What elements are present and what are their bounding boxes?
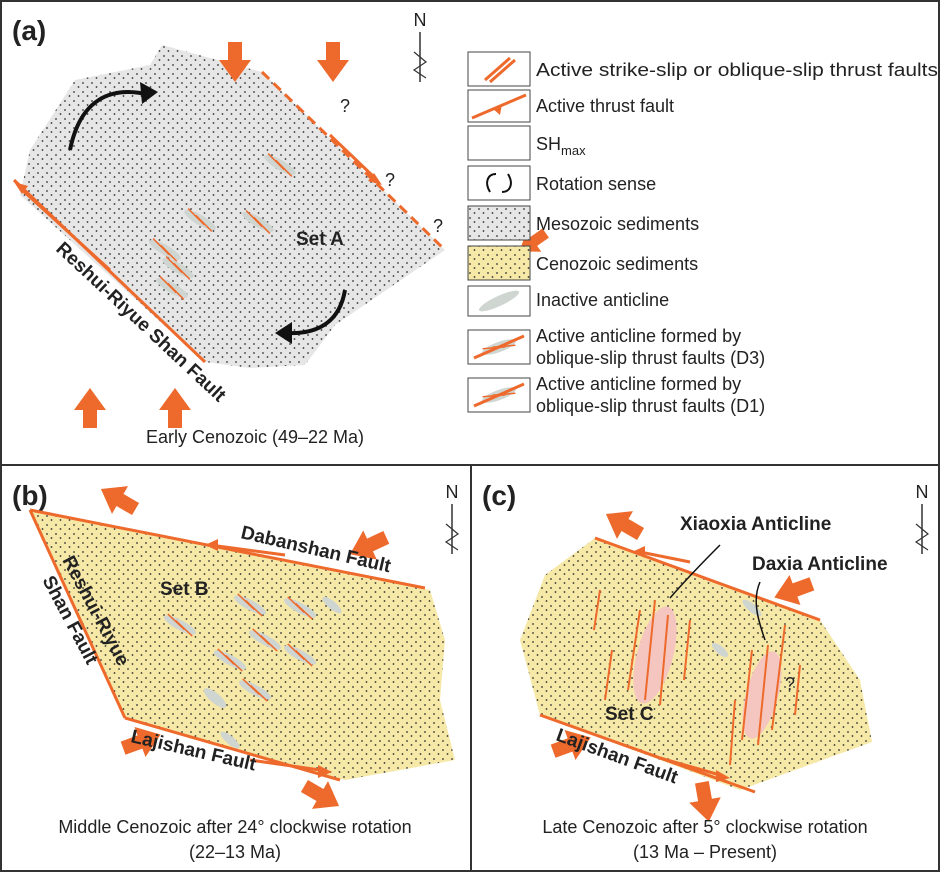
set-label: Set A bbox=[296, 229, 344, 250]
north-label: N bbox=[414, 10, 427, 30]
anticline-label: Daxia Anticline bbox=[752, 554, 888, 575]
legend-text: oblique-slip thrust faults (D1) bbox=[536, 396, 765, 416]
legend-text: SH bbox=[536, 134, 561, 154]
north-label: N bbox=[446, 482, 459, 502]
anticline-label: Xiaoxia Anticline bbox=[680, 514, 831, 535]
legend-text: Active thrust fault bbox=[536, 96, 674, 116]
unknown: ? bbox=[340, 96, 350, 116]
caption: Late Cenozoic after 5° clockwise rotatio… bbox=[542, 817, 867, 837]
north-label: N bbox=[916, 482, 929, 502]
unknown: ? bbox=[433, 216, 443, 236]
legend-text: Active anticline formed by bbox=[536, 374, 741, 394]
set-label: Set C bbox=[605, 704, 654, 725]
unknown: ? bbox=[785, 674, 795, 694]
caption: Middle Cenozoic after 24° clockwise rota… bbox=[58, 817, 411, 837]
caption: (13 Ma – Present) bbox=[633, 842, 777, 862]
legend-text: Rotation sense bbox=[536, 174, 656, 194]
legend-text: Active anticline formed by bbox=[536, 326, 741, 346]
panel-label: (c) bbox=[482, 480, 516, 511]
legend-text: oblique-slip thrust faults (D3) bbox=[536, 348, 765, 368]
unknown: ? bbox=[385, 170, 395, 190]
set-label: Set B bbox=[160, 579, 209, 600]
caption: (22–13 Ma) bbox=[189, 842, 281, 862]
legend-text: Active strike-slip or oblique-slip thrus… bbox=[536, 60, 938, 80]
legend-text: Inactive anticline bbox=[536, 290, 669, 310]
legend-subscript: max bbox=[561, 143, 586, 158]
caption: Early Cenozoic (49–22 Ma) bbox=[146, 427, 364, 447]
figure: (a) N ? ? ? Set A Reshui-Riyue Shan Faul… bbox=[0, 0, 940, 872]
panel-label: (b) bbox=[12, 480, 48, 511]
legend-text: Cenozoic sediments bbox=[536, 254, 698, 274]
panel-label: (a) bbox=[12, 15, 46, 46]
legend-text: Mesozoic sediments bbox=[536, 214, 699, 234]
